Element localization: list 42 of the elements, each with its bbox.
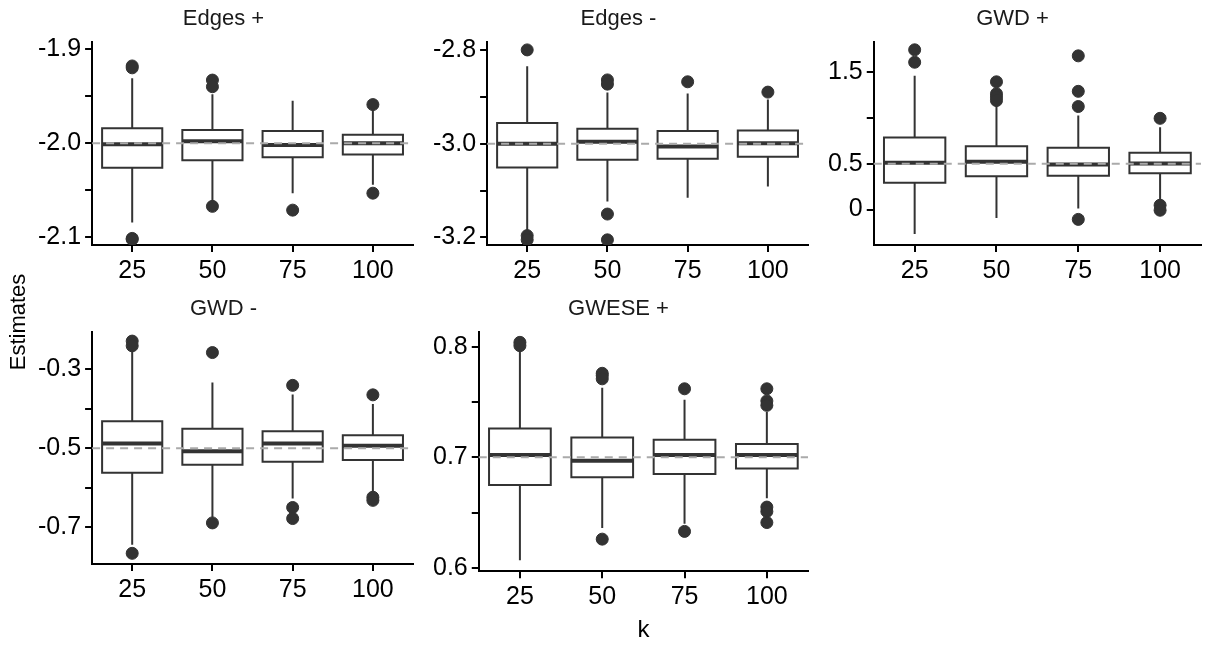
x-tick-label: 75 bbox=[673, 254, 702, 283]
y-tick-label: -2.0 bbox=[37, 127, 82, 156]
y-tick-label: -0.7 bbox=[37, 511, 82, 540]
x-tick-label: 25 bbox=[118, 573, 147, 602]
y-tick-label: 0.6 bbox=[432, 551, 468, 580]
chart-title: GWESE + bbox=[568, 295, 669, 321]
x-tick-label: 25 bbox=[506, 581, 534, 610]
x-tick-label: 100 bbox=[747, 254, 789, 283]
y-tick-label: 0 bbox=[848, 193, 863, 222]
x-tick-label: 75 bbox=[278, 573, 307, 602]
y-tick-label: 0.5 bbox=[827, 147, 863, 176]
chart-title: GWD + bbox=[976, 5, 1049, 31]
y-tick-label: 0.7 bbox=[432, 441, 468, 470]
x-tick-label: 50 bbox=[982, 254, 1011, 283]
chart-title: GWD - bbox=[189, 295, 258, 321]
y-tick-label: -1.9 bbox=[37, 32, 82, 61]
y-tick-label: -0.3 bbox=[37, 353, 82, 382]
y-tick-label: -0.5 bbox=[37, 432, 82, 461]
x-tick-label: 75 bbox=[278, 254, 307, 283]
x-tick-label: 100 bbox=[352, 573, 394, 602]
x-tick-label: 25 bbox=[513, 254, 542, 283]
x-tick-label: 100 bbox=[745, 581, 788, 610]
y-tick-label: 1.5 bbox=[827, 56, 863, 85]
y-tick-label: -3.0 bbox=[432, 127, 477, 156]
x-tick-label: 50 bbox=[593, 254, 622, 283]
x-tick-label: 25 bbox=[118, 254, 147, 283]
x-tick-label: 50 bbox=[198, 573, 227, 602]
x-tick-label: 25 bbox=[900, 254, 929, 283]
x-tick-label: 75 bbox=[1064, 254, 1093, 283]
x-tick-label: 50 bbox=[588, 581, 617, 610]
y-tick-label: -2.1 bbox=[37, 221, 82, 250]
x-tick-label: 100 bbox=[352, 254, 394, 283]
y-axis-title: Estimates bbox=[5, 273, 31, 371]
x-axis-title: k bbox=[637, 615, 651, 643]
x-tick-label: 100 bbox=[1139, 254, 1181, 283]
y-tick-label: -3.2 bbox=[432, 221, 477, 250]
chart-title: Edges - bbox=[580, 5, 657, 31]
y-tick-label: 0.8 bbox=[432, 330, 468, 359]
x-tick-label: 50 bbox=[198, 254, 227, 283]
x-tick-label: 75 bbox=[670, 581, 699, 610]
chart-title: Edges + bbox=[182, 5, 265, 31]
y-tick-label: -2.8 bbox=[432, 33, 477, 62]
